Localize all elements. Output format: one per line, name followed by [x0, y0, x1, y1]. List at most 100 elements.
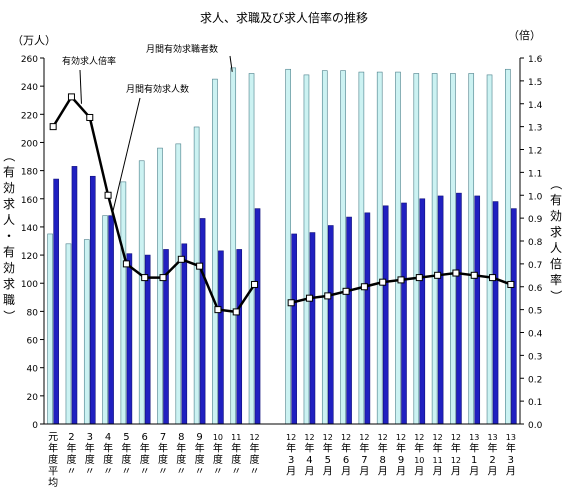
ratio-point	[196, 262, 204, 270]
x-tick-label: 度	[158, 453, 168, 466]
ratio-point	[141, 274, 149, 282]
bar-job-seekers	[450, 73, 456, 425]
left-axis-unit: （万人）	[12, 34, 56, 47]
bar-job-offers	[474, 195, 481, 425]
axis-label-char: 倍	[550, 256, 562, 271]
x-tick-label: 10	[213, 433, 223, 442]
bar-job-offers	[492, 201, 499, 425]
bar-job-seekers	[102, 215, 108, 425]
axis-label-char: ・	[3, 229, 15, 243]
bar-job-offers	[437, 195, 444, 425]
ratio-point	[507, 280, 515, 288]
left-tick-label: 160	[21, 196, 38, 206]
annotation-leader	[229, 55, 233, 72]
x-tick-label: 12	[378, 433, 388, 442]
x-tick-label: 7	[361, 455, 367, 466]
x-tick-label: 年	[506, 442, 516, 455]
right-tick-label: 0.3	[528, 352, 542, 362]
ratio-point	[104, 191, 112, 199]
x-tick-label: 度	[250, 453, 260, 466]
x-tick-label: 年	[341, 442, 351, 455]
axis-label-char: 人	[3, 213, 15, 227]
ratio-point	[342, 287, 350, 295]
x-tick-label: 年	[48, 442, 58, 455]
bar-series	[47, 67, 517, 425]
x-tick-label: 年	[66, 442, 76, 455]
x-tick-label: 年	[286, 442, 296, 455]
x-tick-label: 13	[469, 433, 479, 442]
annotation-seekers: 月間有効求職者数	[146, 43, 218, 55]
bar-job-seekers	[395, 71, 401, 425]
ratio-point	[489, 274, 497, 282]
x-tick-label: 5	[325, 455, 331, 466]
ratio-point	[415, 274, 423, 282]
bar-job-seekers	[120, 181, 127, 425]
bar-job-seekers	[358, 71, 365, 425]
bar-job-offers	[89, 175, 96, 425]
bar-job-offers	[218, 250, 224, 425]
right-tick-label: 0.0	[528, 421, 543, 431]
bar-job-offers	[511, 208, 517, 425]
x-tick-label: 年	[359, 442, 369, 455]
x-tick-label: 10	[414, 456, 424, 465]
x-tick-label: 〃	[213, 467, 223, 478]
right-tick-label: 1.5	[528, 78, 542, 88]
ratio-point	[305, 294, 313, 302]
left-tick-label: 60	[27, 337, 39, 347]
x-tick-label: 月	[304, 466, 314, 478]
right-tick-label: 1.3	[528, 124, 542, 134]
left-tick-label: 80	[27, 308, 39, 318]
x-tick-label: 度	[121, 453, 131, 466]
x-tick-label: 〃	[140, 467, 150, 478]
ratio-point	[379, 278, 387, 286]
ratio-point	[122, 260, 130, 268]
x-tick-label: 〃	[121, 467, 131, 478]
x-tick-label: 年	[396, 442, 406, 455]
x-tick-label: 年	[231, 442, 241, 455]
bar-job-offers	[236, 249, 243, 425]
x-tick-label: 月	[488, 466, 498, 478]
right-axis-label: （ 有効求人倍率 ）	[549, 178, 563, 302]
x-tick-label: 年	[414, 442, 424, 455]
bar-job-seekers	[285, 68, 291, 425]
bar-job-seekers	[83, 239, 90, 425]
x-tick-label: 度	[103, 453, 113, 466]
axis-label-char: 効	[550, 208, 562, 223]
x-tick-label: 年	[195, 442, 205, 455]
x-tick-label: 12	[359, 433, 369, 442]
left-tick-label: 260	[21, 55, 38, 65]
x-tick-label: 年	[451, 442, 461, 455]
x-tick-label: 度	[176, 453, 186, 466]
bar-job-offers	[108, 215, 114, 425]
x-tick-label: 月	[396, 466, 406, 478]
right-tick-label: 1.2	[528, 147, 542, 157]
right-tick-label: 0.8	[528, 238, 543, 248]
x-tick-label: 年	[213, 442, 223, 455]
x-tick-label: 〃	[195, 467, 205, 478]
x-tick-label: 〃	[158, 467, 168, 478]
x-tick-label: 5	[123, 432, 129, 443]
right-tick-label: 0.6	[528, 284, 543, 294]
x-tick-label: 年	[378, 442, 388, 455]
bar-job-offers	[327, 225, 334, 425]
ratio-point	[287, 299, 295, 307]
x-tick-label: 〃	[231, 467, 241, 478]
annotation-offers: 月間有効求人数	[126, 83, 189, 95]
left-tick-label: 200	[21, 139, 38, 149]
bar-job-offers	[309, 232, 316, 425]
bar-job-seekers	[376, 71, 383, 425]
axis-label-char: 有	[550, 193, 562, 207]
bar-job-seekers	[212, 78, 218, 425]
bar-job-seekers	[248, 73, 255, 425]
x-tick-label: 月	[323, 466, 333, 478]
x-tick-label: 年	[121, 442, 131, 455]
bar-job-offers	[456, 192, 462, 425]
x-tick-label: 度	[213, 453, 223, 466]
bar-job-offers	[364, 212, 371, 425]
x-tick-label: 12	[433, 433, 443, 442]
bar-job-offers	[401, 202, 407, 425]
bar-job-seekers	[303, 74, 310, 425]
ratio-point	[177, 255, 185, 263]
x-tick-label: 平	[48, 467, 58, 478]
right-tick-label: 1.6	[528, 55, 543, 65]
